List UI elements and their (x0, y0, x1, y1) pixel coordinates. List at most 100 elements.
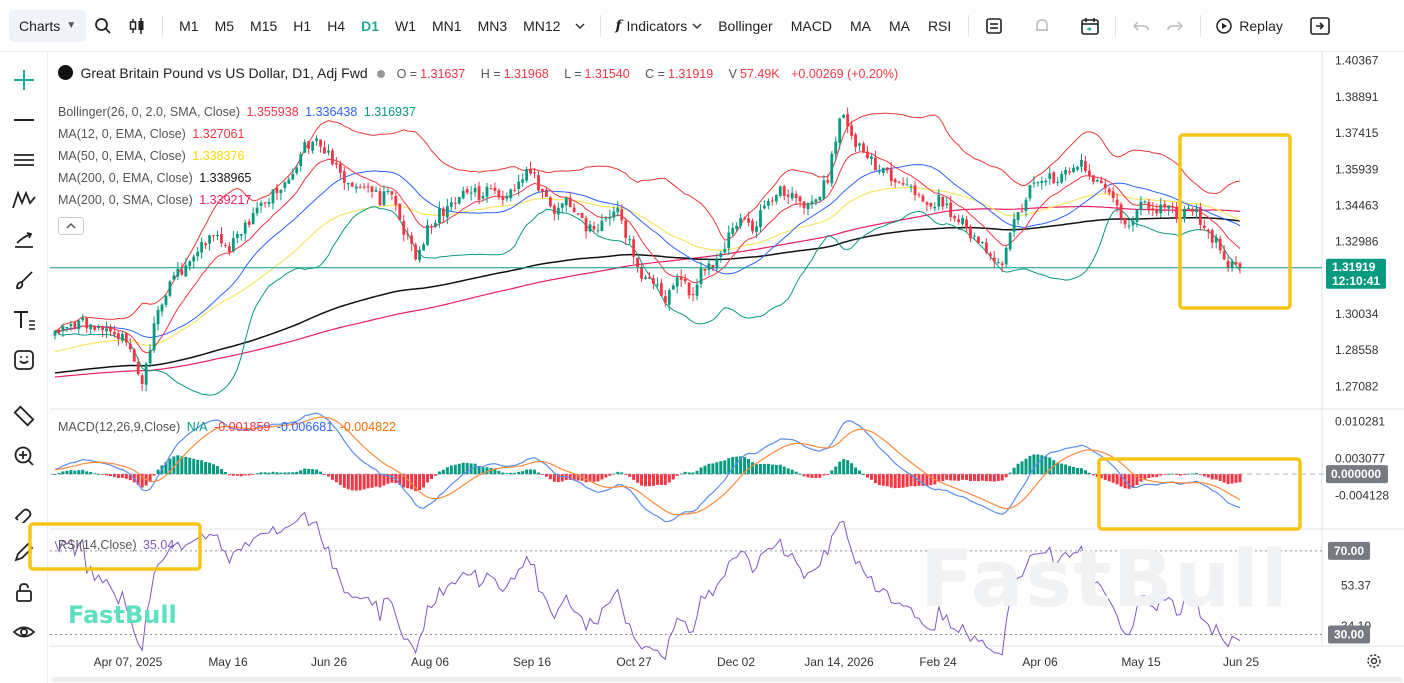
visibility-tool[interactable] (8, 616, 40, 648)
candle-body (73, 322, 77, 328)
macd-histogram-bar (766, 463, 770, 475)
replay-button[interactable]: Replay (1209, 10, 1289, 42)
macd-histogram-bar (1163, 474, 1167, 475)
macd-histogram-bar (453, 464, 457, 475)
alert-button[interactable] (1025, 10, 1059, 42)
macd-histogram-bar (1107, 474, 1111, 482)
candle-body (354, 186, 358, 189)
candle-body (830, 153, 834, 184)
candle-body (675, 277, 679, 287)
zoom-in-icon (14, 446, 34, 466)
candle-body (81, 317, 85, 321)
timeframe-m1[interactable]: M1 (179, 17, 199, 34)
pattern-tool[interactable] (8, 184, 40, 216)
low-label: L = (564, 67, 582, 81)
timeframe-m5[interactable]: M5 (214, 17, 235, 34)
candle-body (735, 225, 739, 230)
timeframe-more-button[interactable] (568, 10, 592, 42)
legend-collapse-button[interactable] (58, 217, 84, 235)
lock-tool[interactable] (8, 576, 40, 608)
macd-histogram-bar (667, 474, 671, 483)
macd-histogram-bar (473, 463, 477, 475)
bollinger-mid: 1.336438 (305, 105, 358, 119)
quick-indicator-ma-3[interactable]: MA (888, 17, 910, 34)
quick-indicator-rsi-4[interactable]: RSI (927, 17, 952, 34)
timeframe-h1[interactable]: H1 (293, 17, 312, 34)
rsi-legend[interactable]: RSI(14,Close) 35.04 (58, 538, 177, 552)
candle-body (984, 242, 988, 253)
macd-histogram-bar (576, 474, 580, 481)
candle-body (1115, 199, 1119, 206)
redo-button[interactable] (1158, 10, 1192, 42)
candle-body (184, 265, 188, 277)
indicators-label: Indicators (626, 17, 688, 34)
timeframe-d1[interactable]: D1 (361, 17, 379, 34)
quick-indicator-ma-2[interactable]: MA (849, 17, 871, 34)
exit-fullscreen-button[interactable] (1303, 10, 1337, 42)
gear-icon (1367, 654, 1381, 668)
timeframe-h4[interactable]: H4 (327, 17, 346, 34)
macd-histogram-bar (334, 474, 338, 483)
macd-label: MACD(12,26,9,Close) (58, 420, 181, 434)
ma1-legend[interactable]: MA(12, 0, EMA, Close) 1.327061 (58, 127, 247, 141)
timeframe-m15[interactable]: M15 (250, 17, 278, 34)
indicators-button[interactable]: f Indicators (609, 10, 709, 42)
candle-body (1000, 263, 1004, 266)
quick-indicator-bollinger-0[interactable]: Bollinger (718, 17, 773, 34)
emoji-tool[interactable] (8, 344, 40, 376)
template-button[interactable] (977, 10, 1011, 42)
macd-histogram-bar (640, 474, 644, 486)
brush-tool[interactable] (8, 264, 40, 296)
candle-body (382, 191, 386, 206)
trend-tool[interactable] (8, 224, 40, 256)
quick-indicator-macd-1[interactable]: MACD (790, 17, 832, 34)
ma3-legend[interactable]: MA(200, 0, EMA, Close) 1.338965 (58, 171, 254, 185)
macd-histogram-bar (965, 474, 969, 481)
ema200-line (54, 216, 1241, 374)
ma12-line (54, 151, 1241, 354)
macd-histogram-bar (743, 457, 747, 475)
settings-button[interactable] (1366, 653, 1384, 671)
candle-body (331, 150, 334, 165)
bollinger-legend[interactable]: Bollinger(26, 0, 2.0, SMA, Close) 1.3559… (58, 105, 419, 119)
candle-body (434, 223, 437, 227)
macd-histogram-bar (390, 474, 394, 483)
magnet-tool[interactable] (8, 496, 40, 528)
macd-histogram-bar (925, 474, 929, 486)
macd-histogram-bar (299, 470, 303, 475)
crosshair-tool[interactable] (8, 64, 40, 96)
search-button[interactable] (86, 10, 120, 42)
charts-menu-button[interactable]: Charts ▼ (9, 9, 87, 42)
timeframe-w1[interactable]: W1 (395, 17, 416, 34)
macd-histogram-bar (715, 462, 719, 475)
macd-histogram-bar (830, 470, 834, 475)
macd-legend[interactable]: MACD(12,26,9,Close) N/A -0.001859 -0.006… (58, 420, 399, 434)
timeframe-mn3[interactable]: MN3 (477, 17, 508, 34)
channel-tool[interactable] (8, 144, 40, 176)
ma2-legend[interactable]: MA(50, 0, EMA, Close) 1.338376 (58, 149, 247, 163)
macd-histogram-bar (1159, 474, 1163, 476)
timeframe-mn12[interactable]: MN12 (523, 17, 561, 34)
candle-body (541, 188, 544, 192)
last-price-badge (1326, 258, 1386, 289)
macd-histogram-bar (259, 472, 263, 475)
timeframe-mn1[interactable]: MN1 (432, 17, 462, 34)
measure-tool[interactable] (8, 400, 40, 432)
macd-histogram-bar (747, 458, 751, 475)
calendar-button[interactable] (1073, 10, 1107, 42)
macd-histogram-bar (338, 474, 342, 485)
ma4-legend[interactable]: MA(200, 0, SMA, Close) 1.339217 (58, 193, 254, 207)
chart-type-button[interactable] (120, 10, 154, 42)
bollinger-upper: 1.355938 (246, 105, 299, 119)
candle-body (358, 186, 362, 188)
candle-body (1143, 201, 1147, 203)
macd-histogram-bar (909, 474, 913, 487)
text-tool[interactable] (8, 304, 40, 336)
macd-histogram-bar (433, 474, 437, 476)
undo-button[interactable] (1124, 10, 1158, 42)
macd-histogram-bar (1214, 474, 1218, 480)
line-tool[interactable] (8, 104, 40, 136)
macd-histogram-bar (1222, 474, 1226, 483)
zoom-tool[interactable] (8, 440, 40, 472)
